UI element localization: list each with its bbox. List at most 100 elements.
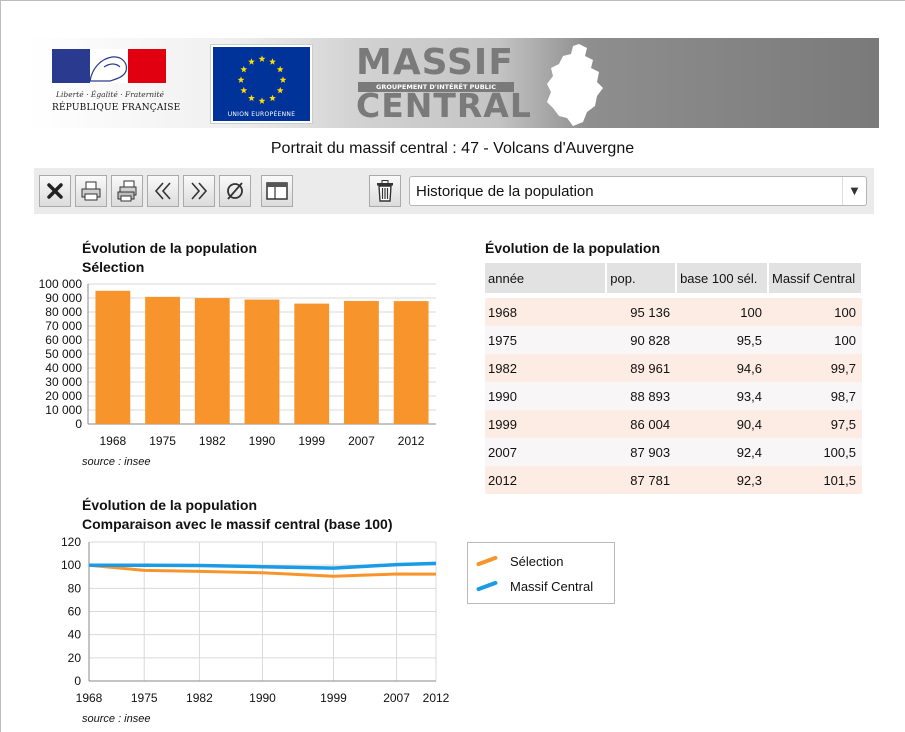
section-select[interactable]: Historique de la population ▼ <box>409 176 867 206</box>
table-row: 1975 90 828 95,5 100 <box>485 326 862 354</box>
y-tick-label: 60 000 <box>45 333 82 347</box>
bar-chart-title: Évolution de la population Sélection <box>82 239 257 277</box>
y-tick-label: 0 <box>75 417 82 431</box>
y-tick-label: 100 <box>61 558 81 572</box>
bar-1999 <box>294 303 330 424</box>
y-tick-label: 20 000 <box>45 389 82 403</box>
page-title: Portrait du massif central : 47 - Volcan… <box>270 140 635 157</box>
table-row: 2012 87 781 92,3 101,5 <box>485 466 862 494</box>
table-row: 1999 86 004 90,4 97,5 <box>485 410 862 438</box>
x-tick-label: 2007 <box>383 691 410 705</box>
mc-title-bottom: CENTRAL <box>356 86 532 125</box>
eu-star-icon <box>258 55 266 62</box>
eu-star-icon <box>237 76 245 83</box>
table-header-cell: Massif Central <box>768 263 863 293</box>
table-row: 1968 95 136 100 100 <box>485 298 862 326</box>
previous-button[interactable] <box>147 175 179 207</box>
line-chart-title: Évolution de la population Comparaison a… <box>82 496 392 534</box>
eu-caption: UNION EUROPÉENNE <box>227 111 296 118</box>
delete-button[interactable] <box>369 175 401 207</box>
layout-button[interactable] <box>261 175 293 207</box>
section-select-value: Historique de la population <box>416 183 594 200</box>
table-cell: 2007 <box>485 438 607 466</box>
series-line-selection <box>88 563 437 578</box>
table-cell: 100 <box>768 326 862 354</box>
eu-star-icon <box>240 86 248 94</box>
x-tick-label: 1975 <box>131 691 158 705</box>
marianne-icon <box>89 56 127 82</box>
mc-subtitle: GROUPEMENT D'INTÉRÊT PUBLIC <box>358 82 514 92</box>
print-multiple-icon <box>117 180 137 202</box>
table-cell: 90,4 <box>676 410 768 438</box>
y-tick-label: 90 000 <box>45 291 82 305</box>
eu-star-icon <box>269 94 276 102</box>
print-all-button[interactable] <box>111 175 143 207</box>
print-button[interactable] <box>75 175 107 207</box>
series-line-massif-central <box>89 561 437 570</box>
close-icon <box>47 183 63 199</box>
eu-star-icon <box>276 86 284 94</box>
table-cell: 1990 <box>485 382 607 410</box>
table-cell: 95,5 <box>676 326 768 354</box>
eu-star-icon <box>269 58 276 65</box>
x-tick-label: 1982 <box>186 691 213 705</box>
line-chart-title-line1: Évolution de la population <box>82 497 257 513</box>
close-button[interactable] <box>39 175 71 207</box>
table-cell: 93,4 <box>676 382 768 410</box>
chevrons-left-icon <box>154 182 171 200</box>
y-tick-label: 100 000 <box>39 278 83 291</box>
y-tick-label: 10 000 <box>45 403 82 417</box>
bar-2012 <box>393 301 429 424</box>
line-chart-source: source : insee <box>82 713 151 725</box>
x-tick-label: 1968 <box>76 691 103 705</box>
rf-name: RÉPUBLIQUE FRANÇAISE <box>52 103 181 113</box>
y-tick-label: 20 <box>68 651 82 665</box>
chevrons-right-icon <box>191 182 208 200</box>
table-cell: 94,6 <box>676 354 768 382</box>
rf-motto: Liberté · Égalité · Fraternité <box>56 90 164 99</box>
line-chart-legend: Sélection Massif Central <box>467 542 615 604</box>
eu-star-icon <box>258 97 266 104</box>
y-tick-label: 50 000 <box>45 347 82 361</box>
massif-central-logo: MASSIF GROUPEMENT D'INTÉRÊT PUBLIC CENTR… <box>356 45 531 123</box>
x-tick-label: 2012 <box>398 434 425 448</box>
bar-1968 <box>95 290 131 424</box>
table-cell: 90 828 <box>606 326 677 354</box>
table-title: Évolution de la population <box>485 240 660 256</box>
table-cell: 1968 <box>485 298 607 326</box>
clear-button[interactable] <box>219 175 251 207</box>
eu-star-icon <box>248 58 255 65</box>
panel-layout-icon <box>266 182 288 200</box>
bar-chart-title-line1: Évolution de la population <box>82 240 257 256</box>
y-tick-label: 80 <box>68 581 82 595</box>
bar-2007 <box>344 300 379 424</box>
legend-swatch <box>475 555 499 567</box>
table-cell: 88 893 <box>606 382 677 410</box>
legend-label: Sélection <box>510 553 564 569</box>
table-header-row: année pop. base 100 sél. Massif Central <box>485 263 863 293</box>
table-row: 2007 87 903 92,4 100,5 <box>485 438 862 466</box>
massif-central-map-icon <box>547 44 603 126</box>
x-tick-label: 1982 <box>199 434 226 448</box>
table-cell: 92,3 <box>676 466 768 494</box>
x-tick-label: 1999 <box>298 434 325 448</box>
y-tick-label: 30 000 <box>45 375 82 389</box>
table-cell: 100,5 <box>768 438 862 466</box>
population-table: année pop. base 100 sél. Massif Central … <box>485 263 863 494</box>
table-cell: 99,7 <box>768 354 862 382</box>
eu-star-icon <box>240 65 248 73</box>
table-cell: 97,5 <box>768 410 862 438</box>
line-chart: 0 20 40 60 80 100 120 1968 1975 1982 1990 1999 2007 2… <box>61 535 450 705</box>
empty-set-icon <box>227 182 243 200</box>
table-cell: 100 <box>676 298 768 326</box>
chevron-down-icon[interactable]: ▼ <box>842 177 866 205</box>
bar-1990 <box>244 299 280 424</box>
legend-swatch <box>475 580 499 592</box>
y-tick-label: 40 <box>68 628 82 642</box>
table-cell: 95 136 <box>606 298 677 326</box>
y-tick-label: 80 000 <box>45 305 82 319</box>
next-button[interactable] <box>183 175 215 207</box>
print-icon <box>81 181 101 201</box>
